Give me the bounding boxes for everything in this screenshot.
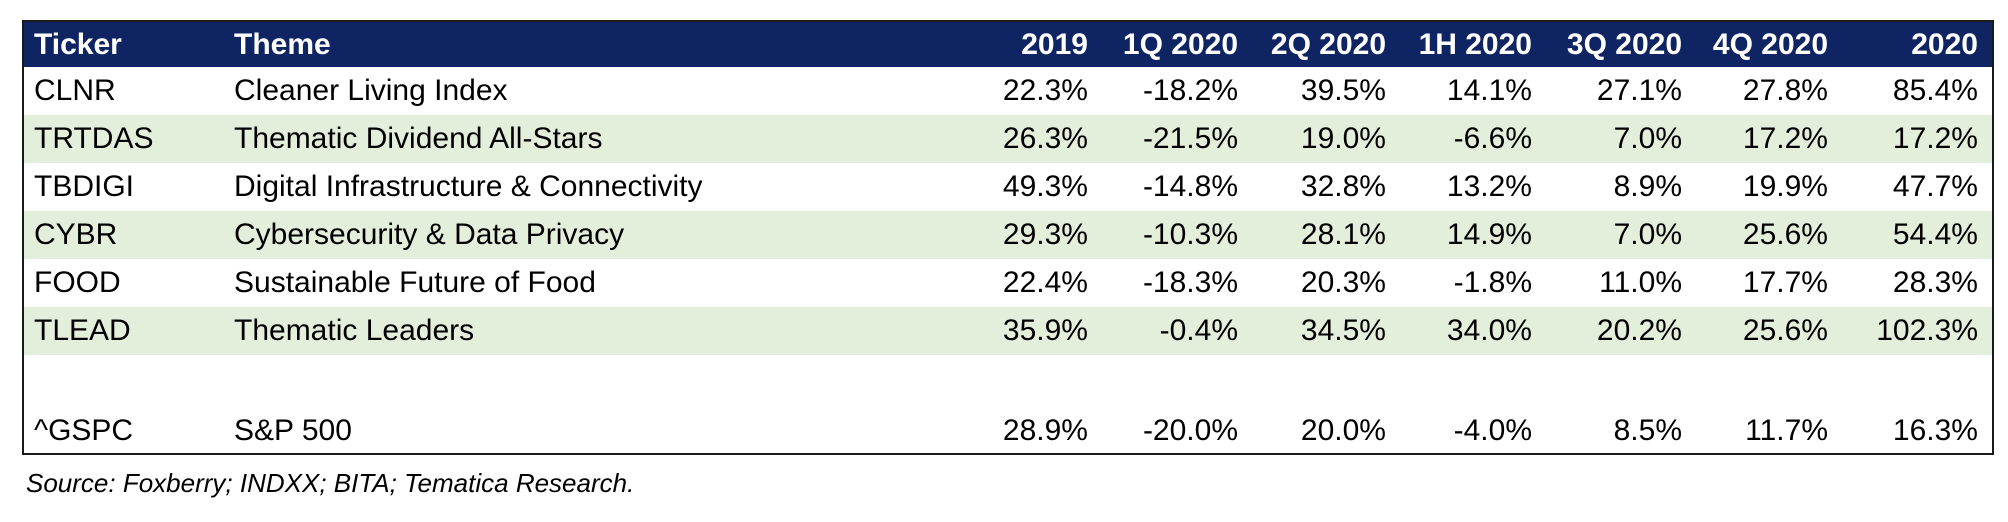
- value-cell: 27.1%: [1546, 67, 1696, 115]
- value-cell: 20.2%: [1546, 307, 1696, 355]
- value-cell: 19.9%: [1696, 163, 1842, 211]
- value-cell: 34.0%: [1400, 307, 1546, 355]
- column-header-2019: 2019: [930, 22, 1102, 67]
- column-header-1q-2020: 1Q 2020: [1102, 22, 1252, 67]
- value-cell: 102.3%: [1842, 307, 1992, 355]
- value-cell: 11.0%: [1546, 259, 1696, 307]
- performance-table: Ticker Theme 2019 1Q 2020 2Q 2020 1H 202…: [24, 22, 1992, 455]
- table-row: TLEAD Thematic Leaders 35.9% -0.4% 34.5%…: [24, 307, 1992, 355]
- table-row: CLNR Cleaner Living Index 22.3% -18.2% 3…: [24, 67, 1992, 115]
- benchmark-row: ^GSPC S&P 500 28.9% -20.0% 20.0% -4.0% 8…: [24, 407, 1992, 455]
- column-header-2020: 2020: [1842, 22, 1992, 67]
- value-cell: 7.0%: [1546, 115, 1696, 163]
- value-cell: 16.3%: [1842, 407, 1992, 455]
- spacer-cell: [24, 355, 1992, 407]
- value-cell: 26.3%: [930, 115, 1102, 163]
- theme-cell: Thematic Leaders: [224, 307, 930, 355]
- ticker-cell: TLEAD: [24, 307, 224, 355]
- value-cell: 27.8%: [1696, 67, 1842, 115]
- column-header-1h-2020: 1H 2020: [1400, 22, 1546, 67]
- theme-cell: Digital Infrastructure & Connectivity: [224, 163, 930, 211]
- table-row: TRTDAS Thematic Dividend All-Stars 26.3%…: [24, 115, 1992, 163]
- value-cell: 11.7%: [1696, 407, 1842, 455]
- ticker-cell: FOOD: [24, 259, 224, 307]
- value-cell: 28.9%: [930, 407, 1102, 455]
- value-cell: 20.3%: [1252, 259, 1400, 307]
- column-header-4q-2020: 4Q 2020: [1696, 22, 1842, 67]
- value-cell: 19.0%: [1252, 115, 1400, 163]
- value-cell: -18.2%: [1102, 67, 1252, 115]
- value-cell: -14.8%: [1102, 163, 1252, 211]
- value-cell: -6.6%: [1400, 115, 1546, 163]
- value-cell: 14.9%: [1400, 211, 1546, 259]
- spacer-row: [24, 355, 1992, 407]
- ticker-cell: CYBR: [24, 211, 224, 259]
- value-cell: 13.2%: [1400, 163, 1546, 211]
- theme-cell: S&P 500: [224, 407, 930, 455]
- theme-cell: Thematic Dividend All-Stars: [224, 115, 930, 163]
- theme-cell: Cleaner Living Index: [224, 67, 930, 115]
- value-cell: 8.9%: [1546, 163, 1696, 211]
- ticker-cell: TRTDAS: [24, 115, 224, 163]
- theme-cell: Sustainable Future of Food: [224, 259, 930, 307]
- value-cell: -21.5%: [1102, 115, 1252, 163]
- value-cell: 29.3%: [930, 211, 1102, 259]
- value-cell: 22.3%: [930, 67, 1102, 115]
- value-cell: -0.4%: [1102, 307, 1252, 355]
- value-cell: -18.3%: [1102, 259, 1252, 307]
- value-cell: -4.0%: [1400, 407, 1546, 455]
- performance-table-container: Ticker Theme 2019 1Q 2020 2Q 2020 1H 202…: [22, 20, 1994, 455]
- column-header-ticker: Ticker: [24, 22, 224, 67]
- value-cell: 54.4%: [1842, 211, 1992, 259]
- ticker-cell: CLNR: [24, 67, 224, 115]
- value-cell: 35.9%: [930, 307, 1102, 355]
- value-cell: 8.5%: [1546, 407, 1696, 455]
- value-cell: 47.7%: [1842, 163, 1992, 211]
- value-cell: 22.4%: [930, 259, 1102, 307]
- value-cell: -20.0%: [1102, 407, 1252, 455]
- value-cell: -1.8%: [1400, 259, 1546, 307]
- table-row: TBDIGI Digital Infrastructure & Connecti…: [24, 163, 1992, 211]
- value-cell: 17.2%: [1696, 115, 1842, 163]
- value-cell: 32.8%: [1252, 163, 1400, 211]
- header-row: Ticker Theme 2019 1Q 2020 2Q 2020 1H 202…: [24, 22, 1992, 67]
- source-note: Source: Foxberry; INDXX; BITA; Tematica …: [26, 468, 634, 499]
- column-header-theme: Theme: [224, 22, 930, 67]
- value-cell: -10.3%: [1102, 211, 1252, 259]
- value-cell: 20.0%: [1252, 407, 1400, 455]
- value-cell: 28.3%: [1842, 259, 1992, 307]
- table-row: CYBR Cybersecurity & Data Privacy 29.3% …: [24, 211, 1992, 259]
- value-cell: 34.5%: [1252, 307, 1400, 355]
- column-header-3q-2020: 3Q 2020: [1546, 22, 1696, 67]
- value-cell: 17.7%: [1696, 259, 1842, 307]
- value-cell: 85.4%: [1842, 67, 1992, 115]
- ticker-cell: ^GSPC: [24, 407, 224, 455]
- value-cell: 49.3%: [930, 163, 1102, 211]
- table-row: FOOD Sustainable Future of Food 22.4% -1…: [24, 259, 1992, 307]
- value-cell: 17.2%: [1842, 115, 1992, 163]
- column-header-2q-2020: 2Q 2020: [1252, 22, 1400, 67]
- value-cell: 39.5%: [1252, 67, 1400, 115]
- value-cell: 25.6%: [1696, 211, 1842, 259]
- value-cell: 7.0%: [1546, 211, 1696, 259]
- value-cell: 28.1%: [1252, 211, 1400, 259]
- ticker-cell: TBDIGI: [24, 163, 224, 211]
- theme-cell: Cybersecurity & Data Privacy: [224, 211, 930, 259]
- value-cell: 25.6%: [1696, 307, 1842, 355]
- value-cell: 14.1%: [1400, 67, 1546, 115]
